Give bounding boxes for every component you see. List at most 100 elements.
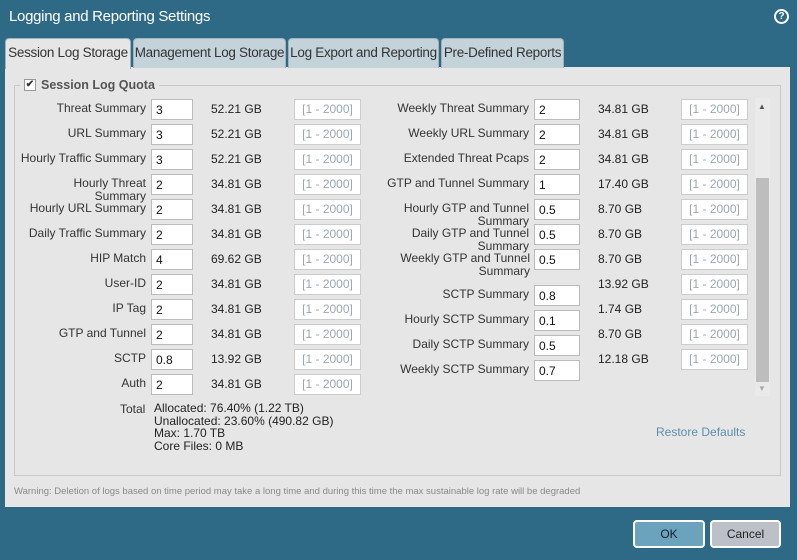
range-hint: [1 - 2000] — [294, 299, 361, 320]
field-label: SCTP Summary — [442, 287, 529, 301]
range-hint: [1 - 2000] — [681, 349, 748, 370]
range-hint: [1 - 2000] — [681, 299, 748, 320]
field-label: Extended Threat Pcaps — [403, 151, 529, 165]
range-hint: [1 - 2000] — [681, 224, 748, 245]
session-log-quota-legend: ✔ Session Log Quota — [20, 78, 159, 92]
restore-defaults-link[interactable]: Restore Defaults — [656, 425, 746, 439]
quota-input[interactable]: 2 — [151, 199, 193, 220]
quota-input[interactable]: 0.8 — [151, 349, 193, 370]
quota-input[interactable]: 0.5 — [534, 249, 580, 270]
help-icon[interactable]: ? — [774, 9, 789, 24]
tab-panel — [5, 67, 790, 507]
quota-input[interactable]: 4 — [151, 249, 193, 270]
tab-management-log-storage[interactable]: Management Log Storage — [133, 38, 286, 68]
size-value: 34.81 GB — [211, 302, 262, 316]
field-label: HIP Match — [90, 251, 146, 265]
field-label: User-ID — [104, 276, 146, 290]
quota-input[interactable]: 2 — [151, 224, 193, 245]
range-hint: [1 - 2000] — [681, 249, 748, 270]
scrollbar[interactable]: ▲ ▼ — [755, 98, 770, 396]
size-value: 8.70 GB — [598, 327, 643, 341]
size-value: 8.70 GB — [598, 202, 643, 216]
quota-input[interactable]: 0.5 — [534, 335, 580, 356]
range-hint: [1 - 2000] — [294, 349, 361, 370]
quota-input[interactable]: 2 — [534, 149, 580, 170]
allocated-text: Allocated: 76.40% (1.22 TB) — [154, 401, 304, 415]
size-value: 34.81 GB — [211, 227, 262, 241]
quota-input[interactable]: 0.8 — [534, 285, 580, 306]
tab-pre-defined-reports[interactable]: Pre-Defined Reports — [441, 38, 564, 68]
field-label: Daily Traffic Summary — [28, 226, 146, 240]
field-label: Daily GTP and Tunnel Summary — [411, 226, 529, 253]
field-label: Hourly Traffic Summary — [20, 151, 146, 165]
unallocated-text: Unallocated: 23.60% (490.82 GB) — [154, 413, 334, 428]
quota-input[interactable]: 3 — [151, 149, 193, 170]
field-label: Weekly GTP and Tunnel Summary — [400, 251, 530, 278]
field-label: Hourly GTP and Tunnel Summary — [403, 201, 529, 228]
size-value: 34.81 GB — [211, 202, 262, 216]
field-label: GTP and Tunnel Summary — [387, 176, 529, 190]
range-hint: [1 - 2000] — [681, 174, 748, 195]
size-value: 8.70 GB — [598, 252, 643, 266]
size-value: 69.62 GB — [211, 252, 262, 266]
quota-input[interactable]: 2 — [151, 299, 193, 320]
range-hint: [1 - 2000] — [681, 149, 748, 170]
size-value: 34.81 GB — [211, 177, 262, 191]
size-value: 52.21 GB — [211, 102, 262, 116]
scroll-up-icon[interactable]: ▲ — [758, 102, 766, 111]
range-hint: [1 - 2000] — [294, 249, 361, 270]
range-hint: [1 - 2000] — [681, 199, 748, 220]
range-hint: [1 - 2000] — [294, 224, 361, 245]
quota-input[interactable]: 1 — [534, 174, 580, 195]
ok-button[interactable]: OK — [633, 520, 705, 548]
range-hint: [1 - 2000] — [294, 174, 361, 195]
field-label: IP Tag — [112, 301, 146, 315]
size-value: 13.92 GB — [598, 277, 649, 291]
quota-input[interactable]: 2 — [151, 174, 193, 195]
session-log-quota-checkbox[interactable]: ✔ — [24, 79, 36, 91]
field-label: Threat Summary — [56, 101, 146, 115]
tab-log-export-and-reporting[interactable]: Log Export and Reporting — [288, 38, 439, 68]
size-value: 12.18 GB — [598, 352, 649, 366]
size-value: 52.21 GB — [211, 152, 262, 166]
quota-input[interactable]: 2 — [534, 99, 580, 120]
quota-input[interactable]: 0.1 — [534, 310, 580, 331]
scrollbar-thumb[interactable] — [756, 178, 769, 382]
warning-text: Warning: Deletion of logs based on time … — [14, 486, 581, 497]
range-hint: [1 - 2000] — [294, 124, 361, 145]
range-hint: [1 - 2000] — [294, 374, 361, 395]
quota-input[interactable]: 2 — [151, 324, 193, 345]
size-value: 8.70 GB — [598, 227, 643, 241]
range-hint: [1 - 2000] — [294, 99, 361, 120]
quota-input[interactable]: 0.5 — [534, 199, 580, 220]
range-hint: [1 - 2000] — [681, 324, 748, 345]
quota-input[interactable]: 2 — [534, 124, 580, 145]
quota-input[interactable]: 0.5 — [534, 224, 580, 245]
max-text: Max: 1.70 TB — [154, 426, 226, 440]
size-value: 1.74 GB — [598, 302, 643, 316]
cancel-button[interactable]: Cancel — [710, 520, 781, 548]
quota-input[interactable]: 2 — [151, 274, 193, 295]
scroll-down-icon[interactable]: ▼ — [758, 384, 766, 393]
field-label: Weekly URL Summary — [408, 126, 529, 140]
field-label: URL Summary — [67, 126, 146, 140]
range-hint: [1 - 2000] — [294, 274, 361, 295]
size-value: 34.81 GB — [598, 152, 649, 166]
field-label: Hourly SCTP Summary — [404, 312, 529, 326]
quota-input[interactable]: 3 — [151, 124, 193, 145]
quota-input[interactable]: 0.7 — [534, 360, 580, 381]
size-value: 52.21 GB — [211, 127, 262, 141]
range-hint: [1 - 2000] — [681, 99, 748, 120]
field-label: SCTP — [113, 351, 146, 365]
quota-input[interactable]: 3 — [151, 99, 193, 120]
size-value: 34.81 GB — [598, 127, 649, 141]
field-label: Daily SCTP Summary — [412, 337, 529, 351]
total-summary: Allocated: 76.40% (1.22 TB) Unallocated:… — [154, 402, 333, 452]
quota-input[interactable]: 2 — [151, 374, 193, 395]
range-hint: [1 - 2000] — [294, 149, 361, 170]
tab-session-log-storage[interactable]: Session Log Storage — [5, 38, 131, 69]
field-label: Weekly SCTP Summary — [400, 362, 529, 376]
session-log-quota-label: Session Log Quota — [41, 78, 155, 92]
range-hint: [1 - 2000] — [681, 274, 748, 295]
size-value: 17.40 GB — [598, 177, 649, 191]
